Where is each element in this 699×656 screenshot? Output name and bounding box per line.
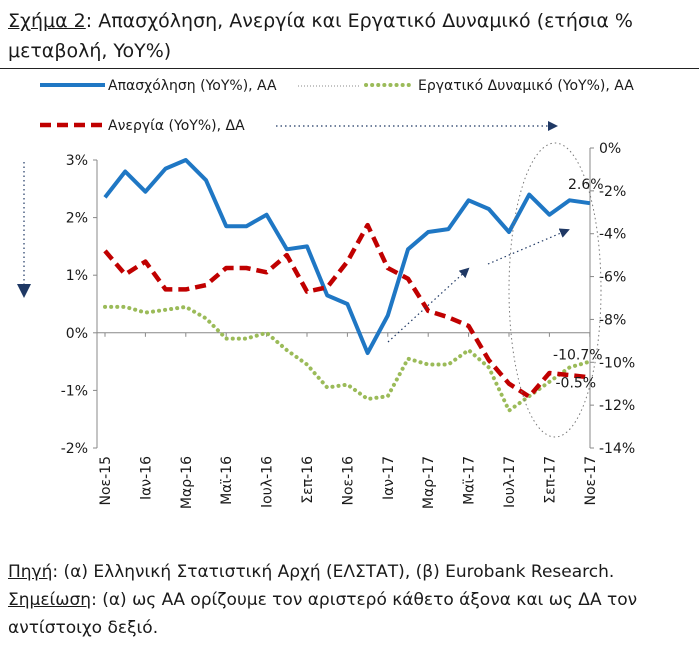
right-axis-tick-label: -12% — [599, 398, 635, 414]
source-text: : (α) Ελληνική Στατιστική Αρχή (ΕΛΣΤΑΤ),… — [52, 562, 615, 582]
left-axis-tick-label: 0% — [66, 326, 88, 342]
source-label: Πηγή — [8, 562, 53, 582]
note-label: Σημείωση — [8, 590, 92, 610]
left-axis-tick-label: 3% — [66, 153, 88, 169]
chart: -2% -1% 0% 1% 2% 3% -14% -12% -10% -8% -6% -4% -2% 0%… — [17, 78, 635, 509]
footer-notes: Πηγή: (α) Ελληνική Στατιστική Αρχή (ΕΛΣΤ… — [8, 558, 692, 642]
right-axis-tick-label: -8% — [599, 312, 626, 328]
chart-legend: Απασχόληση (YoY%), AA Εργατικό Δυναμικό (… — [40, 78, 634, 134]
figure-title-text: : Απασχόληση, Ανεργία και Εργατικό Δυναμ… — [8, 10, 633, 62]
x-axis-tick-label: Ιουλ-17 — [502, 456, 518, 508]
x-axis-tick-label: Νοε-16 — [340, 456, 356, 506]
left-axis-tick-label: -1% — [61, 383, 88, 399]
data-label-unemployment: -10.7% — [553, 347, 603, 363]
labor-force-series-line — [103, 304, 592, 413]
source-line: Πηγή: (α) Ελληνική Στατιστική Αρχή (ΕΛΣΤ… — [8, 558, 692, 586]
right-axis-tick-label: -14% — [599, 441, 635, 457]
chart-series — [103, 158, 592, 413]
chart-axes: -2% -1% 0% 1% 2% 3% -14% -12% -10% -8% -6% -4% -2% 0%… — [17, 141, 635, 509]
legend-label-employment: Απασχόληση (YoY%), AA — [108, 78, 277, 94]
x-axis-tick-label: Ιαν-17 — [381, 456, 397, 500]
x-axis-tick-label: Μαρ-16 — [179, 456, 195, 509]
figure-title: Σχήμα 2: Απασχόληση, Ανεργία και Εργατικ… — [8, 6, 692, 66]
right-axis-tick-label: -10% — [599, 355, 635, 371]
x-axis-tick-label: Ιουλ-16 — [260, 456, 276, 508]
employment-series-line — [103, 158, 591, 355]
unemployment-series-line — [103, 222, 591, 399]
trend-arrow-1 — [387, 267, 470, 343]
left-axis-tick-label: 2% — [66, 211, 88, 227]
data-label-employment: 2.6% — [568, 177, 604, 193]
trend-arrow-2 — [487, 228, 570, 265]
x-axis-tick-label: Νοε-15 — [98, 456, 114, 505]
x-axis-tick-label: Σεπ-16 — [300, 456, 316, 504]
x-axis-tick-label: Σεπ-17 — [542, 456, 558, 504]
chart-annotations: 2.6% -10.7% -0.5% — [387, 142, 604, 438]
x-axis-tick-label: Ιαν-16 — [138, 456, 154, 500]
left-axis-indicator-arrowhead — [17, 284, 31, 298]
highlight-ellipse — [508, 142, 602, 438]
left-axis-tick-label: -2% — [61, 441, 88, 457]
legend-label-labor-force: Εργατικό Δυναμικό (YoY%), AA — [418, 78, 634, 94]
title-divider — [0, 68, 699, 69]
note-text: : (α) ως ΑΑ ορίζουμε τον αριστερό κάθετο… — [8, 590, 638, 638]
legend-label-unemployment: Ανεργία (YoY%), ΔΑ — [108, 118, 245, 134]
right-axis-tick-label: 0% — [599, 141, 621, 157]
left-axis-tick-label: 1% — [66, 268, 88, 284]
x-axis-tick-label: Μαϊ-17 — [462, 456, 478, 505]
right-axis-tick-label: -2% — [599, 184, 626, 200]
note-line: Σημείωση: (α) ως ΑΑ ορίζουμε τον αριστερ… — [8, 586, 692, 642]
x-axis-tick-label: Μαρ-17 — [421, 456, 437, 509]
figure-label: Σχήμα 2 — [8, 10, 86, 32]
right-axis-tick-label: -6% — [599, 270, 626, 286]
x-axis-tick-label: Μαϊ-16 — [219, 456, 235, 505]
x-axis-tick-label: Νοε-17 — [583, 456, 599, 505]
right-axis-tick-label: -4% — [599, 227, 626, 243]
data-label-labor-force: -0.5% — [555, 376, 596, 392]
